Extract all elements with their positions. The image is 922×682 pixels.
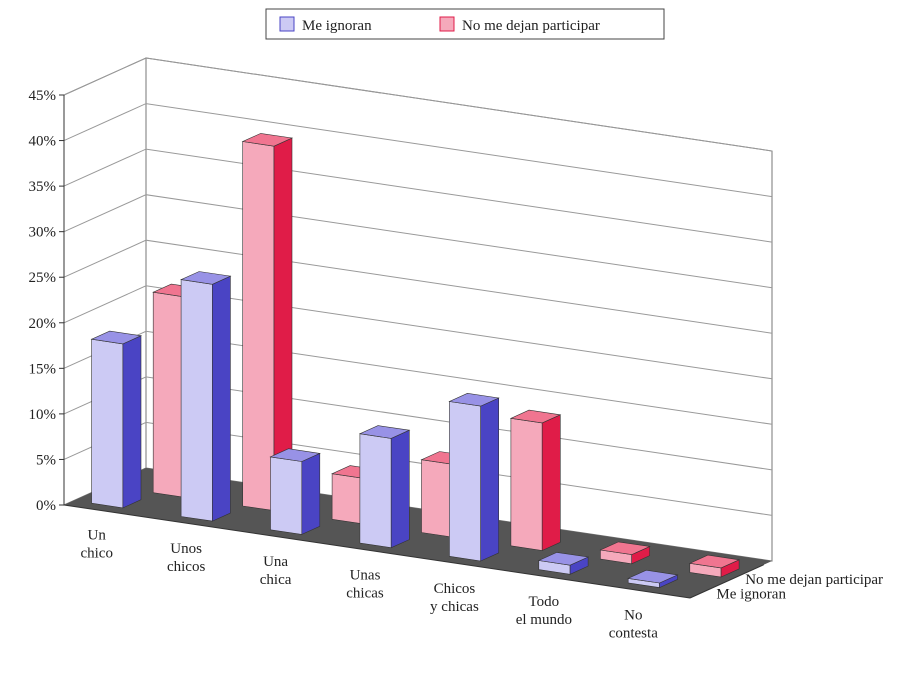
legend-box (265, 8, 665, 40)
bar-top (448, 392, 500, 407)
bar-front (510, 417, 543, 551)
bar-top (358, 425, 411, 439)
bar-top (269, 448, 321, 462)
bar-top (509, 409, 562, 424)
bars (90, 133, 741, 589)
bar-no-me-dejan-participar-chicos-y-chicas (509, 409, 562, 551)
x-tick-label: Unas chicas (346, 568, 384, 602)
x-tick-label: Chicos y chicas (430, 581, 479, 615)
bar-no-me-dejan-participar-todo-el-mundo (599, 541, 651, 565)
gridline (63, 103, 773, 198)
bar-me-ignoran-todo-el-mundo (537, 552, 590, 575)
y-tick-label: 45% (29, 88, 57, 104)
bar-me-ignoran-una-chica (269, 448, 321, 535)
legend: Me ignoran No me dejan participar (265, 8, 665, 40)
bar-front (421, 459, 454, 538)
bar-top (90, 330, 143, 345)
bar-top (241, 133, 294, 147)
legend-swatch-me-ignoran (279, 16, 295, 32)
floor-plane (64, 468, 772, 598)
y-tick-label: 35% (29, 179, 57, 195)
bar-side (390, 429, 410, 549)
bar-top (627, 569, 679, 584)
depth-label-me-ignoran: Me ignoran (716, 587, 786, 603)
bar-side (122, 335, 142, 509)
legend-label-no-me-dejan-participar: No me dejan participar (462, 18, 600, 34)
bar-front (242, 141, 275, 511)
bar-side (301, 452, 321, 535)
bar-side (212, 275, 231, 522)
x-axis-line (63, 504, 691, 599)
bar-front (91, 338, 124, 509)
bar-me-ignoran-chicos-y-chicas (448, 392, 500, 562)
bar-top (599, 541, 651, 555)
y-tick-label: 15% (29, 361, 57, 377)
depth-axis-line (689, 564, 765, 599)
x-axis: Un chico Unos chicos Una chica Unas chicas Chico… (63, 504, 691, 641)
legend-label-me-ignoran: Me ignoran (302, 18, 372, 34)
bar-me-ignoran-unas-chicas (358, 425, 411, 549)
chart-floor (64, 468, 772, 598)
bar-front (152, 291, 185, 498)
gridline (63, 239, 773, 334)
y-tick-label: 30% (29, 225, 57, 241)
bar-top (537, 552, 590, 566)
x-tick-label: Todo el mundo (516, 594, 572, 628)
legend-swatch-no-me-dejan-participar (439, 16, 455, 32)
bar-front (180, 279, 213, 522)
y-tick-label: 20% (29, 316, 57, 332)
gridline (63, 194, 773, 289)
y-tick-label: 5% (36, 452, 56, 468)
x-tick-label: No contesta (609, 607, 658, 641)
y-tick-label: 0% (36, 498, 56, 514)
gridline (63, 285, 773, 380)
y-tick-label: 25% (29, 270, 57, 286)
bar-side (480, 397, 500, 562)
bar-front (359, 433, 392, 549)
bar-front (449, 401, 482, 562)
gridline (63, 57, 773, 152)
bar-front (331, 473, 364, 525)
x-tick-label: Un chico (80, 528, 112, 562)
y-tick-label: 40% (29, 134, 57, 150)
x-tick-label: Una chica (260, 554, 292, 588)
bar-top (688, 554, 741, 569)
bar-top (180, 271, 232, 285)
y-tick-label: 10% (29, 407, 57, 423)
bar-me-ignoran-un-chico (90, 330, 143, 509)
bar-front (270, 456, 303, 535)
bar-no-me-dejan-participar-no-contesta (688, 554, 741, 578)
bar-me-ignoran-no-contesta (627, 569, 679, 589)
depth-label-no-me-dejan-participar: No me dejan participar (745, 572, 883, 588)
x-tick-label: Unos chicos (167, 541, 205, 575)
bar-side (541, 414, 561, 551)
bar-me-ignoran-unos-chicos (180, 271, 232, 522)
gridline (63, 148, 773, 243)
y-axis: 0% 5% 10% 15% 20% 25% 30% 35% 40% 45% (29, 88, 65, 514)
